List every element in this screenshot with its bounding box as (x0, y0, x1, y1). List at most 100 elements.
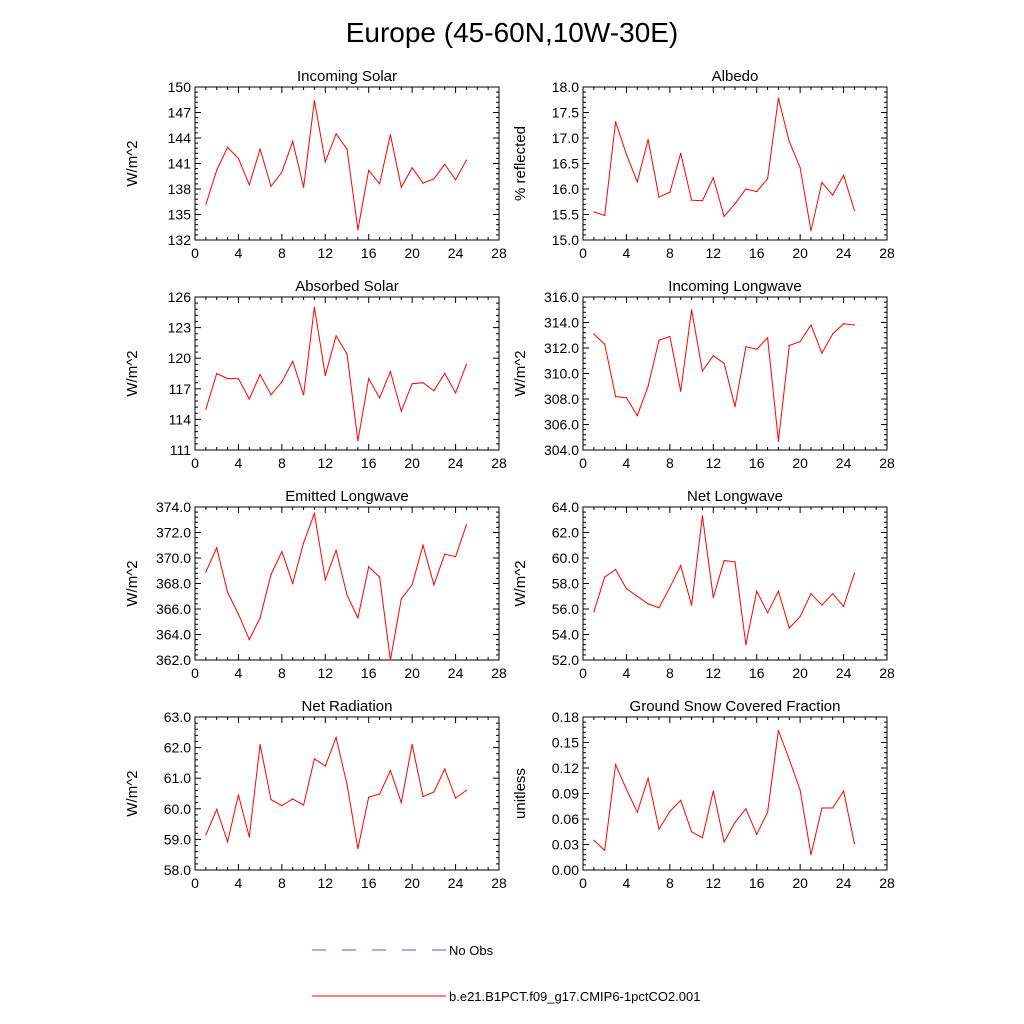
y-tick-label: 111 (170, 442, 191, 458)
data-point (701, 837, 704, 839)
data-point (455, 797, 457, 799)
y-tick-label: 0.00 (552, 862, 579, 878)
x-tick-label: 24 (836, 455, 852, 471)
y-tick-label: 60.0 (164, 801, 191, 817)
data-point (422, 182, 424, 184)
y-tick-label: 374.0 (156, 499, 191, 515)
y-tick-label: 114 (169, 411, 192, 427)
data-point (734, 203, 736, 205)
data-point (843, 605, 845, 608)
data-point (281, 805, 283, 807)
data-point (379, 183, 381, 185)
data-point (368, 378, 370, 380)
data-point (604, 214, 606, 217)
panel-title: Absorbed Solar (295, 278, 398, 295)
data-point (723, 560, 725, 562)
data-point (777, 440, 780, 442)
x-tick-label: 12 (705, 455, 721, 471)
data-point (400, 410, 402, 412)
data-point (444, 768, 446, 770)
data-point (604, 343, 606, 345)
data-point (756, 590, 758, 592)
x-tick-label: 24 (448, 875, 464, 891)
data-point (400, 186, 402, 188)
data-point (625, 788, 628, 790)
y-tick-label: 126 (168, 289, 192, 305)
panel-grid: Incoming Solar 0 4 8 12 16 20 24 28 132 135 138 141 1… (124, 68, 895, 891)
x-tick-label: 28 (491, 665, 507, 681)
x-tick-label: 20 (404, 875, 420, 891)
data-point (292, 140, 294, 142)
y-tick-label: 62.0 (552, 525, 579, 541)
x-tick-label: 20 (404, 455, 420, 471)
y-tick-label: 63.0 (164, 709, 191, 725)
x-tick-label: 4 (623, 245, 631, 261)
data-point (324, 161, 326, 163)
data-point (400, 598, 402, 600)
y-tick-label: 135 (168, 207, 192, 223)
x-tick-label: 20 (792, 875, 808, 891)
data-point (389, 134, 391, 136)
data-point (313, 100, 315, 102)
data-point (625, 397, 628, 399)
legend-label-model: b.e21.B1PCT.f09_g17.CMIP6-1pctCO2.001 (449, 989, 700, 1004)
data-point (433, 390, 435, 392)
x-tick-label: 16 (361, 245, 377, 261)
y-tick-label: 372.0 (156, 525, 191, 541)
x-tick-label: 28 (879, 455, 895, 471)
data-point (593, 333, 595, 335)
x-tick-label: 28 (491, 245, 507, 261)
data-point (788, 758, 790, 761)
data-point (799, 341, 801, 343)
x-tick-label: 16 (361, 875, 377, 891)
data-point (281, 551, 283, 553)
y-tick-label: 0.18 (552, 709, 579, 725)
data-point (248, 398, 250, 400)
data-point (248, 184, 250, 186)
data-point (227, 841, 229, 843)
x-tick-label: 8 (666, 455, 674, 471)
data-point (821, 181, 823, 183)
data-point (832, 807, 834, 809)
data-point (270, 185, 272, 187)
data-point (455, 179, 457, 181)
x-tick-label: 24 (836, 245, 852, 261)
data-point (853, 572, 856, 574)
panel-title: Ground Snow Covered Fraction (630, 698, 841, 715)
data-point (767, 811, 769, 813)
legend-label-no-obs: No Obs (449, 943, 494, 958)
data-point (237, 613, 239, 615)
data-point (237, 794, 239, 796)
data-point (455, 556, 457, 558)
x-tick-label: 12 (705, 245, 721, 261)
data-point (313, 512, 315, 515)
data-point (324, 765, 326, 767)
data-point (303, 186, 305, 188)
x-tick-label: 0 (191, 245, 199, 261)
data-point (324, 374, 326, 377)
data-point (843, 323, 845, 325)
x-tick-label: 24 (448, 245, 464, 261)
data-point (593, 839, 595, 841)
data-point (313, 306, 315, 308)
data-point (680, 152, 682, 154)
x-tick-label: 12 (705, 665, 721, 681)
data-point (368, 169, 370, 171)
panel-incoming-longwave: Incoming Longwave 0 4 8 12 16 20 24 28 304.0 306.0… (512, 278, 895, 471)
data-point (691, 199, 693, 201)
data-point (647, 138, 649, 141)
data-point (821, 604, 823, 606)
data-point (335, 736, 337, 739)
data-point (712, 596, 714, 599)
data-point (723, 362, 725, 364)
data-point (636, 415, 638, 417)
data-point (615, 568, 617, 571)
y-tick-label: 310.0 (544, 366, 579, 382)
data-point (691, 604, 693, 606)
x-tick-label: 16 (749, 245, 765, 261)
x-tick-label: 0 (579, 665, 587, 681)
y-axis-label: % reflected (512, 126, 529, 201)
data-point (411, 167, 413, 169)
y-tick-label: 60.0 (552, 550, 579, 566)
y-tick-label: 0.06 (552, 811, 579, 827)
